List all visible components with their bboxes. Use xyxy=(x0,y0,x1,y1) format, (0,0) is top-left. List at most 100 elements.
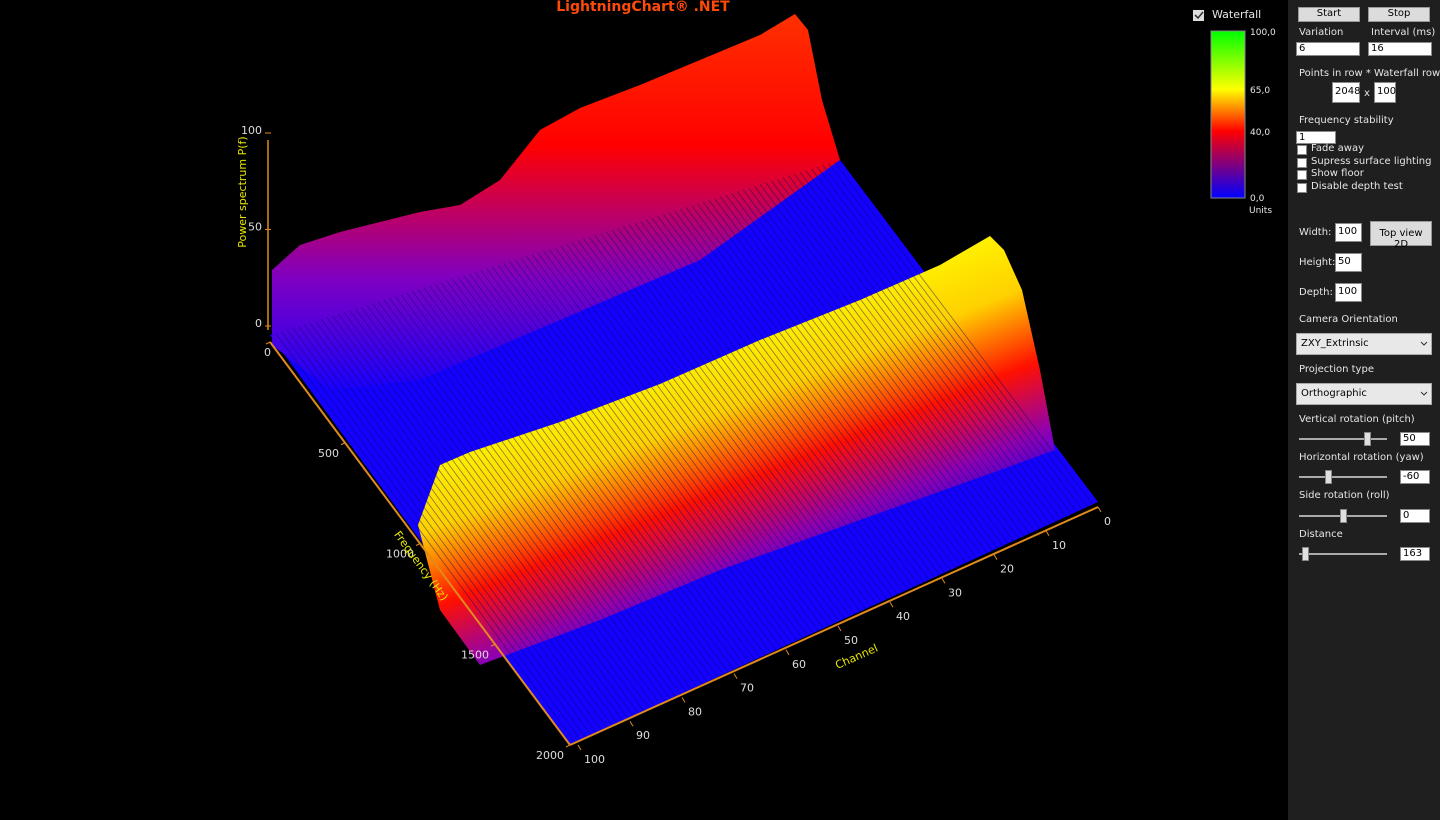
row-stripe xyxy=(452,278,740,668)
row-stripe xyxy=(383,299,676,697)
row-stripe xyxy=(828,163,1088,508)
row-stripe xyxy=(389,298,682,695)
row-stripe xyxy=(748,187,1014,542)
legend-checkbox[interactable] xyxy=(1193,10,1204,21)
pitch-slider[interactable] xyxy=(1364,432,1371,446)
pitch-input[interactable]: 50 xyxy=(1400,432,1430,446)
points-label: Points in row * Waterfall rows xyxy=(1299,68,1440,79)
pitch-label: Vertical rotation (pitch) xyxy=(1299,414,1415,425)
row-stripe xyxy=(662,214,935,578)
row-stripe xyxy=(355,308,650,709)
row-stripe xyxy=(583,238,861,612)
row-stripe xyxy=(326,317,624,721)
freq-tick-label: 1000 xyxy=(386,548,414,561)
row-stripe xyxy=(423,287,713,680)
row-stripe xyxy=(303,324,603,731)
depth-label: Depth: xyxy=(1299,287,1333,298)
row-stripe xyxy=(822,165,1083,510)
row-stripe xyxy=(320,319,618,724)
row-stripe xyxy=(668,212,940,576)
row-stripe xyxy=(674,210,946,573)
checkbox[interactable] xyxy=(1297,157,1307,168)
freq-tick xyxy=(265,341,271,345)
row-stripe xyxy=(697,203,967,563)
row-stripe xyxy=(343,312,639,714)
yaw-label: Horizontal rotation (yaw) xyxy=(1299,452,1424,463)
row-stripe xyxy=(480,270,766,656)
back-ridge xyxy=(272,14,840,390)
distance-input[interactable]: 163 xyxy=(1400,547,1430,561)
row-stripe xyxy=(332,315,629,719)
start-button[interactable]: Start xyxy=(1298,7,1360,22)
row-stripe xyxy=(714,198,983,556)
yaw-slider[interactable] xyxy=(1325,470,1332,484)
camera-value: ZXY_Extrinsic xyxy=(1301,338,1369,349)
row-stripe xyxy=(702,201,972,561)
row-stripe xyxy=(594,235,872,607)
row-stripe xyxy=(691,205,962,566)
row-stripe xyxy=(372,303,666,702)
y-tick-label: 50 xyxy=(248,221,262,234)
freq-tick-label: 2000 xyxy=(536,749,564,762)
row-stripe xyxy=(554,247,835,624)
width-input[interactable]: 100 xyxy=(1335,223,1362,242)
row-stripe xyxy=(429,285,719,678)
chart-area: 1005000500100015002000010203040506070809… xyxy=(236,0,1276,766)
axes: 1005000500100015002000010203040506070809… xyxy=(241,124,1111,766)
channel-tick-label: 40 xyxy=(896,610,910,623)
camera-dropdown[interactable]: ZXY_Extrinsic xyxy=(1296,333,1432,355)
freq-tick-label: 500 xyxy=(318,447,339,460)
row-stripe xyxy=(520,257,803,639)
row-stripe xyxy=(457,277,745,666)
channel-axis-line xyxy=(569,506,1099,746)
interval-input[interactable]: 16 xyxy=(1368,42,1432,56)
row-stripe xyxy=(816,166,1078,512)
height-input[interactable]: 50 xyxy=(1335,253,1362,272)
row-stripe xyxy=(440,282,729,673)
row-stripe xyxy=(628,224,903,593)
row-stripe xyxy=(474,271,761,658)
depth-input[interactable]: 100 xyxy=(1335,283,1362,302)
variation-input[interactable]: 6 xyxy=(1296,42,1360,56)
row-stripe xyxy=(617,228,893,598)
checkbox[interactable] xyxy=(1297,170,1307,181)
y-tick-label: 0 xyxy=(255,317,262,330)
row-stripe xyxy=(497,264,782,649)
channel-tick xyxy=(733,673,738,679)
distance-slider[interactable] xyxy=(1302,547,1309,561)
distance-label: Distance xyxy=(1299,529,1343,540)
row-stripe xyxy=(286,329,587,738)
channel-tick xyxy=(889,601,894,608)
row-stripe xyxy=(338,313,634,717)
row-stripe xyxy=(788,175,1051,525)
channel-tick xyxy=(785,649,790,656)
checkbox[interactable] xyxy=(1297,183,1307,194)
legend-title: Waterfall xyxy=(1212,8,1261,21)
stability-input[interactable]: 1 xyxy=(1296,131,1336,144)
freq-tick xyxy=(415,543,421,546)
checkbox-label: Supress surface lighting xyxy=(1311,155,1432,167)
row-stripe xyxy=(514,259,798,641)
row-stripe xyxy=(537,252,819,632)
slider-track xyxy=(1299,438,1387,440)
projection-dropdown[interactable]: Orthographic xyxy=(1296,383,1432,405)
roll-input[interactable]: 0 xyxy=(1400,509,1430,523)
channel-tick xyxy=(941,578,946,584)
row-stripe xyxy=(275,333,576,743)
rows-input[interactable]: 100 xyxy=(1374,82,1396,103)
top-view-button[interactable]: Top view 2D xyxy=(1370,221,1432,250)
row-stripe xyxy=(395,296,687,692)
legend-gradient xyxy=(1210,30,1246,199)
row-stripe xyxy=(634,222,909,590)
row-stripe xyxy=(446,280,735,670)
row-stripe xyxy=(548,249,830,627)
checkbox[interactable] xyxy=(1297,145,1307,155)
stop-button[interactable]: Stop xyxy=(1368,7,1430,22)
row-stripe xyxy=(651,217,925,583)
row-stripe xyxy=(680,208,951,571)
row-points-input[interactable]: 2048 xyxy=(1332,82,1360,103)
row-stripe xyxy=(349,310,645,712)
row-stripe xyxy=(577,240,856,615)
yaw-input[interactable]: -60 xyxy=(1400,470,1430,484)
roll-slider[interactable] xyxy=(1340,509,1347,523)
